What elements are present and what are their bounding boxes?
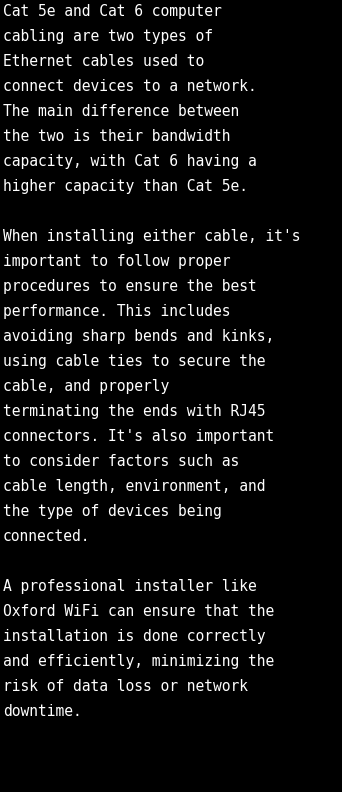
Text: cabling are two types of: cabling are two types of: [3, 29, 213, 44]
Text: performance. This includes: performance. This includes: [3, 304, 231, 319]
Text: connect devices to a network.: connect devices to a network.: [3, 79, 257, 94]
Text: installation is done correctly: installation is done correctly: [3, 629, 265, 644]
Text: higher capacity than Cat 5e.: higher capacity than Cat 5e.: [3, 179, 248, 194]
Text: terminating the ends with RJ45: terminating the ends with RJ45: [3, 404, 265, 419]
Text: connectors. It's also important: connectors. It's also important: [3, 429, 274, 444]
Text: Cat 5e and Cat 6 computer: Cat 5e and Cat 6 computer: [3, 4, 222, 19]
Text: the two is their bandwidth: the two is their bandwidth: [3, 129, 231, 144]
Text: procedures to ensure the best: procedures to ensure the best: [3, 279, 257, 294]
Text: connected.: connected.: [3, 529, 91, 544]
Text: The main difference between: The main difference between: [3, 104, 239, 119]
Text: avoiding sharp bends and kinks,: avoiding sharp bends and kinks,: [3, 329, 274, 344]
Text: risk of data loss or network: risk of data loss or network: [3, 679, 248, 694]
Text: A professional installer like: A professional installer like: [3, 579, 257, 594]
Text: Ethernet cables used to: Ethernet cables used to: [3, 54, 204, 69]
Text: to consider factors such as: to consider factors such as: [3, 454, 239, 469]
Text: capacity, with Cat 6 having a: capacity, with Cat 6 having a: [3, 154, 257, 169]
Text: the type of devices being: the type of devices being: [3, 504, 222, 519]
Text: When installing either cable, it's: When installing either cable, it's: [3, 229, 301, 244]
Text: using cable ties to secure the: using cable ties to secure the: [3, 354, 265, 369]
Text: Oxford WiFi can ensure that the: Oxford WiFi can ensure that the: [3, 604, 274, 619]
Text: cable, and properly: cable, and properly: [3, 379, 169, 394]
Text: cable length, environment, and: cable length, environment, and: [3, 479, 265, 494]
Text: and efficiently, minimizing the: and efficiently, minimizing the: [3, 654, 274, 669]
Text: important to follow proper: important to follow proper: [3, 254, 231, 269]
Text: downtime.: downtime.: [3, 704, 82, 719]
